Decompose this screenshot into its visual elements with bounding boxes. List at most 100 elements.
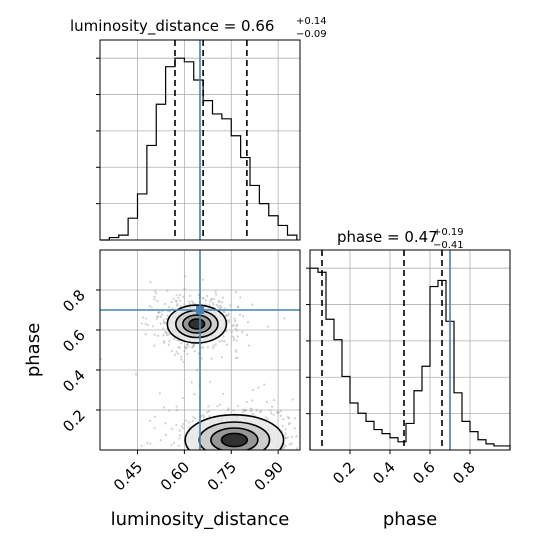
sample-point [193,417,197,420]
sample-point [163,321,166,324]
sample-point [278,459,280,461]
sample-point [158,311,161,314]
sample-point [168,339,171,343]
sample-point [187,421,190,424]
x-axis-label-phase: phase [383,509,437,530]
sample-point [233,336,236,340]
sample-point [142,460,144,462]
sample-point [199,451,201,453]
sample-point [222,457,224,459]
sample-point [219,306,222,310]
sample-point [231,335,234,338]
sample-point [183,287,186,290]
sample-point [170,300,173,303]
sample-point [177,346,180,349]
sample-point [241,411,244,414]
sample-point [230,456,232,458]
sample-point [237,305,240,309]
sample-point [279,409,282,413]
sample-point [318,455,320,457]
sample-point [239,453,241,455]
sample-point [176,339,179,342]
sample-point [283,451,285,453]
sample-point [284,437,287,440]
sample-point [229,457,231,459]
sample-point [286,436,289,439]
sample-point [236,356,239,359]
sample-point [187,450,189,452]
phase-title-plus: +0.19 [433,227,464,238]
sample-point [218,301,221,304]
sample-point [234,462,236,464]
sample-point [253,463,255,465]
sample-point [207,456,209,458]
sample-point [208,457,210,459]
sample-point [202,415,205,419]
sample-point [283,317,286,320]
sample-point [185,489,187,491]
sample-point [198,460,200,462]
sample-point [220,306,223,309]
sample-point [192,416,195,419]
sample-point [184,419,188,422]
sample-point [221,296,224,299]
sample-point [263,383,266,386]
sample-point [246,333,249,337]
sample-point [286,415,289,418]
sample-point [290,435,293,438]
sample-point [249,468,251,470]
sample-point [192,344,196,347]
sample-point [229,304,232,307]
sample-point [274,452,276,454]
sample-point [266,325,269,328]
sample-point [192,455,194,457]
sample-point [222,452,224,454]
sample-point [172,337,176,341]
contour-mode-0-level-2 [182,314,212,334]
sample-point [165,332,168,335]
y-tick-label-phase-0: 0.2 [59,406,89,436]
sample-point [292,468,294,470]
sample-point [236,329,239,332]
sample-point [314,438,316,440]
sample-point [272,399,276,402]
sample-point [204,457,206,459]
sample-point [273,451,275,453]
sample-point [239,468,241,470]
sample-point [157,311,160,314]
sample-point [286,458,288,460]
sample-point [208,460,210,462]
sample-point [185,347,188,350]
sample-point [146,441,149,445]
sample-point [193,393,196,396]
sample-point [163,331,167,334]
sample-point [291,398,294,401]
phase-histogram-panel [306,249,511,451]
sample-point [238,313,242,316]
sample-point [155,317,158,321]
sample-point [170,427,174,430]
sample-point [209,453,211,455]
sample-point [256,465,258,467]
sample-point [288,443,291,446]
sample-point [284,458,286,460]
sample-point [243,466,245,468]
sample-point [219,492,221,494]
sample-point [227,312,230,315]
sample-point [235,339,238,342]
sample-point [156,299,159,303]
sample-point [221,339,224,342]
sample-point [163,341,166,344]
sample-point [234,349,237,352]
sample-point [235,325,238,328]
sample-point [250,408,253,411]
sample-point [157,456,159,458]
sample-point [202,346,205,349]
sample-point [225,343,228,346]
sample-point [186,452,188,454]
sample-point [222,335,225,338]
sample-point [249,407,253,410]
x-tick-label-luminosity-distance-0: 0.45 [110,458,146,494]
sample-point [181,426,184,430]
sample-point [335,421,337,423]
